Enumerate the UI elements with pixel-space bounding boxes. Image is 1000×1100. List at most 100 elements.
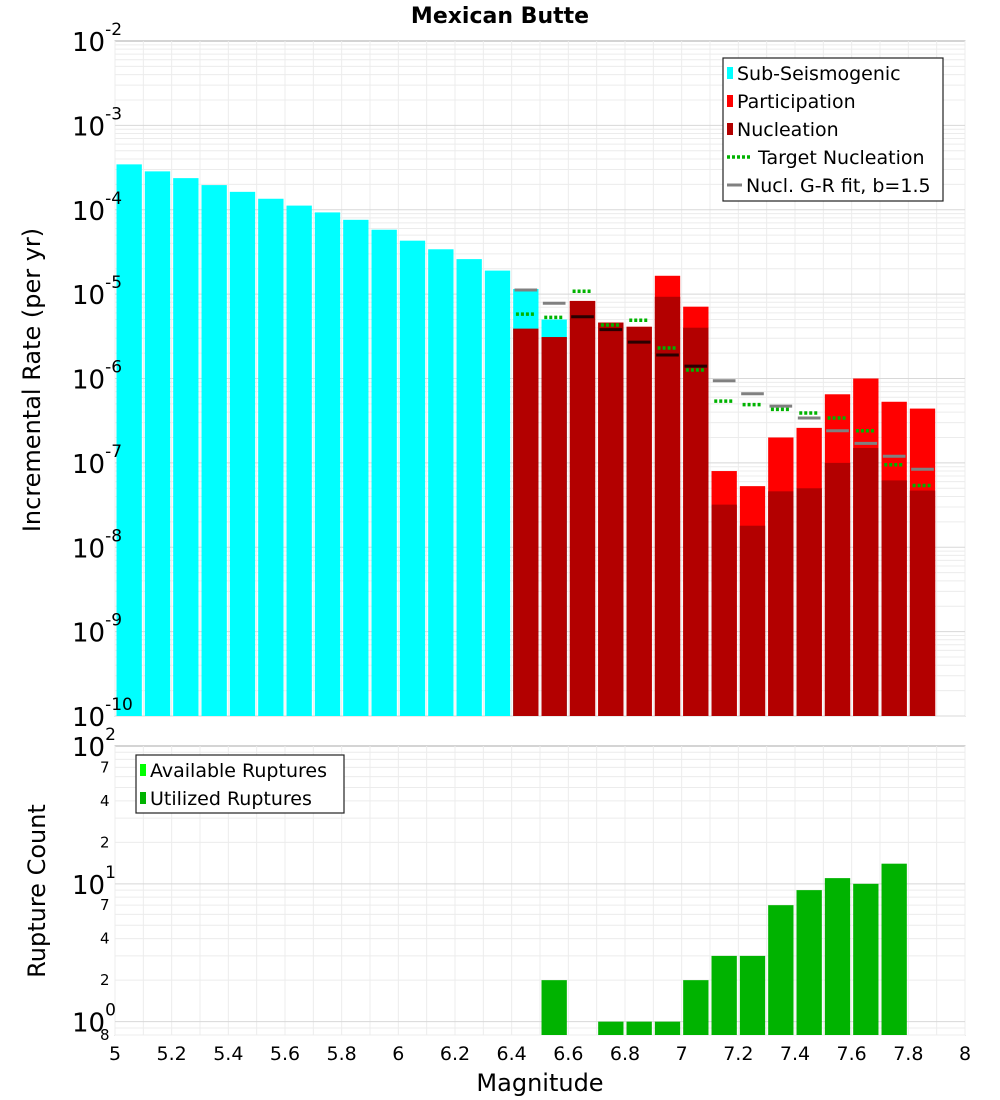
- x-tick-label: 5.4: [213, 1043, 243, 1065]
- top-marks: [514, 288, 934, 488]
- top-bars: [116, 164, 936, 717]
- utilized-ruptures-bar: [881, 863, 907, 1035]
- nucleation-bar: [626, 326, 652, 716]
- legend-swatch-utilized: [140, 792, 146, 804]
- sub-seismogenic-bar: [456, 259, 482, 716]
- bottom-y-axis-label: Rupture Count: [23, 804, 51, 978]
- x-tick-label: 5.6: [270, 1043, 300, 1065]
- y-tick-label: 10-8: [72, 526, 122, 564]
- nucleation-bar: [711, 504, 737, 716]
- sub-seismogenic-bar: [371, 229, 397, 717]
- x-tick-label: 5.2: [157, 1043, 187, 1065]
- utilized-ruptures-bar: [824, 878, 851, 1035]
- x-tick-label: 7.2: [723, 1043, 753, 1065]
- x-tick-label: 5: [109, 1043, 121, 1065]
- x-tick-label: 6.2: [440, 1043, 470, 1065]
- y-tick-label: 102: [72, 725, 116, 763]
- legend-label-gr-fit: Nucl. G-R fit, b=1.5: [746, 175, 931, 197]
- x-tick-label: 6: [392, 1043, 404, 1065]
- sub-seismogenic-bar: [229, 191, 256, 716]
- y-tick-label: 10-6: [72, 358, 122, 396]
- legend-swatch-available: [140, 764, 146, 776]
- bottom-panel: 102 101 100 7 4 2 7 4 2 8 5 5.2 5.4 5.6 5.8 6 6.2 6.4 6.6…: [72, 725, 971, 1065]
- y-minor-tick-label: 7: [100, 896, 110, 914]
- legend-label-target-nucleation: Target Nucleation: [757, 147, 925, 169]
- utilized-ruptures-bar: [739, 955, 766, 1035]
- nucleation-bar: [739, 525, 766, 716]
- nucleation-bar: [853, 448, 879, 716]
- x-tick-label: 6.8: [610, 1043, 640, 1065]
- y-tick-label: 101: [72, 863, 116, 901]
- top-y-axis-label: Incremental Rate (per yr): [18, 228, 46, 532]
- y-tick-label: 10-7: [72, 442, 122, 480]
- x-tick-label: 7.6: [837, 1043, 867, 1065]
- utilized-ruptures-bar: [768, 905, 794, 1035]
- x-tick-label: 8: [959, 1043, 971, 1065]
- nucleation-bar: [569, 300, 596, 716]
- sub-seismogenic-bar: [258, 198, 284, 717]
- nucleation-bar: [909, 490, 936, 716]
- x-tick-label: 6.4: [497, 1043, 527, 1065]
- sub-seismogenic-bar: [484, 270, 511, 716]
- y-tick-label: 100: [72, 1001, 116, 1039]
- sub-seismogenic-bar: [399, 240, 426, 717]
- y-tick-label: 10-10: [72, 695, 133, 733]
- y-minor-tick-label: 8: [100, 1026, 110, 1044]
- bottom-bars: [541, 863, 907, 1035]
- sub-seismogenic-bar: [201, 185, 227, 717]
- top-legend: Sub-Seismogenic Participation Nucleation…: [722, 57, 944, 202]
- utilized-ruptures-bar: [598, 1021, 624, 1035]
- x-tick-label: 7: [676, 1043, 688, 1065]
- x-tick-label: 7.4: [780, 1043, 810, 1065]
- sub-seismogenic-bar: [144, 171, 171, 717]
- nucleation-bar: [796, 488, 822, 716]
- bottom-y-ticks: 102 101 100 7 4 2 7 4 2 8: [72, 725, 116, 1044]
- utilized-ruptures-bar: [683, 980, 709, 1035]
- y-tick-label: 10-3: [72, 104, 122, 142]
- nucleation-bar: [768, 491, 794, 716]
- bottom-legend: Available Ruptures Utilized Ruptures: [135, 754, 345, 814]
- bottom-grid: [114, 746, 966, 1036]
- nucleation-bar: [654, 296, 681, 716]
- top-y-ticks: 10-2 10-3 10-4 10-5 10-6 10-7 10-8 10-9 10-10: [72, 20, 133, 733]
- legend-label-participation: Participation: [737, 91, 856, 113]
- nucleation-bar: [541, 337, 567, 716]
- sub-seismogenic-bar: [428, 249, 454, 716]
- y-minor-tick-label: 2: [100, 971, 110, 989]
- nucleation-bar: [824, 462, 851, 716]
- nucleation-bar: [881, 480, 907, 716]
- sub-seismogenic-bar: [173, 178, 199, 716]
- legend-swatch-participation: [727, 95, 733, 107]
- legend-label-nucleation: Nucleation: [737, 119, 839, 141]
- y-tick-label: 10-9: [72, 611, 122, 649]
- nucleation-bar: [683, 327, 709, 716]
- x-axis-label: Magnitude: [476, 1069, 603, 1097]
- y-minor-tick-label: 2: [100, 833, 110, 851]
- legend-swatch-sub-seismogenic: [727, 67, 733, 79]
- y-tick-label: 10-2: [72, 20, 122, 58]
- legend-swatch-nucleation: [727, 123, 733, 135]
- y-minor-tick-label: 4: [100, 930, 110, 948]
- utilized-ruptures-bar: [626, 1021, 652, 1035]
- sub-seismogenic-bar: [286, 205, 312, 716]
- y-tick-label: 10-4: [72, 189, 122, 227]
- x-tick-label: 5.8: [327, 1043, 357, 1065]
- nucleation-bar: [598, 322, 624, 716]
- sub-seismogenic-bar: [343, 219, 369, 717]
- chart-title: Mexican Butte: [411, 4, 589, 29]
- x-ticks: 5 5.2 5.4 5.6 5.8 6 6.2 6.4 6.6 6.8 7 7.2 7.4 7.6 7.8 8: [109, 1043, 971, 1065]
- legend-label-utilized: Utilized Ruptures: [150, 788, 312, 810]
- y-minor-tick-label: 4: [100, 792, 110, 810]
- nucleation-bar: [513, 328, 539, 716]
- legend-label-sub-seismogenic: Sub-Seismogenic: [737, 63, 901, 85]
- x-tick-label: 6.6: [553, 1043, 583, 1065]
- utilized-ruptures-bar: [711, 955, 737, 1035]
- utilized-ruptures-bar: [796, 890, 822, 1035]
- sub-seismogenic-bar: [116, 164, 142, 716]
- utilized-ruptures-bar: [541, 980, 567, 1035]
- y-minor-tick-label: 7: [100, 758, 110, 776]
- utilized-ruptures-bar: [654, 1021, 681, 1035]
- x-tick-label: 7.8: [893, 1043, 923, 1065]
- sub-seismogenic-bar: [314, 212, 341, 717]
